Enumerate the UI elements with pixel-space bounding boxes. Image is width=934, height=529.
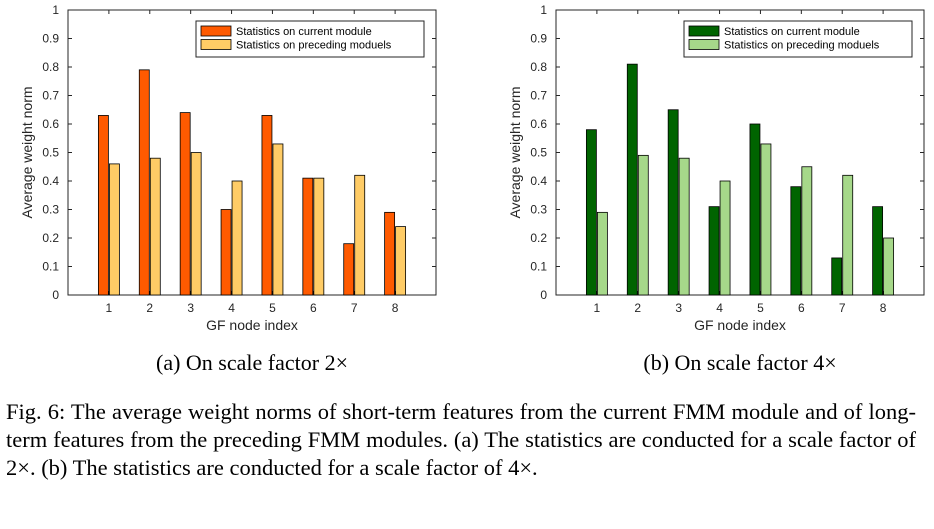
subcaption: (b) On scale factor 4× — [643, 350, 836, 375]
x-tick-label: 2 — [146, 301, 153, 315]
y-tick-label: 0.8 — [530, 60, 547, 74]
y-tick-label: 0.1 — [42, 260, 59, 274]
x-tick-label: 5 — [757, 301, 764, 315]
x-tick-label: 8 — [880, 301, 887, 315]
bar-preceding-4 — [231, 180, 243, 296]
bar-preceding-4 — [719, 180, 731, 296]
x-tick-label: 6 — [798, 301, 805, 315]
legend-label: Statistics on preceding moduels — [724, 40, 880, 52]
y-axis-label: Average weight norm — [19, 86, 35, 218]
y-tick-label: 0.6 — [42, 117, 59, 131]
bar-preceding-6 — [313, 177, 325, 296]
y-tick-label: 0.4 — [42, 174, 59, 188]
bar-preceding-8 — [883, 237, 895, 296]
chart-b: 0 0.1 0.2 0.3 0.4 0.5 0.6 0.7 0.8 0.9 1 1 2 3 4 5 6 7 8 GF … — [507, 3, 925, 375]
bar-preceding-5 — [760, 143, 772, 296]
bar-current-1 — [97, 115, 109, 296]
bar-current-3 — [179, 112, 191, 296]
legend-swatch — [688, 39, 720, 50]
bar-preceding-1 — [108, 163, 120, 296]
y-tick-label: 1 — [540, 3, 547, 17]
x-tick-label: 5 — [269, 301, 276, 315]
y-tick-label: 0.7 — [42, 89, 59, 103]
bar-current-4 — [220, 209, 232, 296]
x-axis-label: GF node index — [694, 317, 786, 333]
y-tick-label: 0.6 — [530, 117, 547, 131]
bar-current-2 — [138, 69, 150, 296]
legend-label: Statistics on current module — [236, 26, 372, 38]
y-tick-label: 0.9 — [530, 32, 547, 46]
legend-box — [195, 20, 425, 58]
bar-preceding-6 — [801, 166, 813, 296]
x-tick-label: 8 — [392, 301, 399, 315]
bar-current-6 — [302, 177, 314, 296]
bar-preceding-2 — [637, 154, 649, 296]
bar-current-3 — [667, 109, 679, 296]
figure-charts: 0 0.1 0.2 0.3 0.4 0.5 0.6 0.7 0.8 0.9 1 1 2 3 4 5 6 7 8 GF … — [19, 3, 925, 375]
bar-current-8 — [872, 206, 884, 296]
legend: Statistics on current module Statistics o… — [683, 20, 913, 58]
y-tick-label: 0.5 — [42, 146, 59, 160]
y-tick-label: 0.8 — [42, 60, 59, 74]
y-tick-label: 0.5 — [530, 146, 547, 160]
y-tick-label: 0.1 — [530, 260, 547, 274]
x-tick-label: 3 — [187, 301, 194, 315]
x-axis-label: GF node index — [206, 317, 298, 333]
bar-current-5 — [261, 115, 273, 296]
y-tick-label: 0 — [540, 288, 547, 302]
bar-current-8 — [384, 211, 396, 296]
bar-current-1 — [585, 129, 597, 296]
x-tick-label: 6 — [310, 301, 317, 315]
legend: Statistics on current module Statistics o… — [195, 20, 425, 58]
bar-preceding-8 — [395, 226, 407, 296]
legend-label: Statistics on current module — [724, 26, 860, 38]
legend-swatch — [200, 25, 232, 37]
bar-current-4 — [708, 206, 720, 296]
legend-box — [683, 20, 913, 58]
y-tick-label: 0.4 — [530, 174, 547, 188]
y-tick-label: 1 — [52, 3, 59, 17]
bar-preceding-3 — [190, 152, 202, 296]
bar-preceding-1 — [596, 211, 608, 296]
bar-current-5 — [749, 123, 761, 296]
legend-swatch — [688, 25, 720, 37]
bar-preceding-7 — [842, 174, 854, 296]
bar-current-7 — [343, 243, 355, 296]
y-tick-label: 0.9 — [42, 32, 59, 46]
bar-current-2 — [626, 63, 638, 296]
x-tick-label: 7 — [351, 301, 358, 315]
legend-swatch — [200, 39, 232, 50]
x-tick-label: 4 — [228, 301, 235, 315]
chart-a: 0 0.1 0.2 0.3 0.4 0.5 0.6 0.7 0.8 0.9 1 1 2 3 4 5 6 7 8 GF … — [19, 3, 437, 375]
bar-preceding-2 — [149, 157, 161, 296]
legend-label: Statistics on preceding moduels — [236, 40, 392, 52]
y-axis-label: Average weight norm — [507, 86, 523, 218]
y-tick-label: 0.3 — [42, 203, 59, 217]
x-tick-label: 4 — [716, 301, 723, 315]
bar-preceding-7 — [354, 174, 366, 296]
figure-caption: Fig. 6: The average weight norms of shor… — [6, 399, 916, 480]
y-tick-label: 0 — [52, 288, 59, 302]
x-tick-label: 7 — [839, 301, 846, 315]
bar-preceding-3 — [678, 157, 690, 296]
y-tick-label: 0.3 — [530, 203, 547, 217]
y-tick-label: 0.2 — [530, 231, 547, 245]
x-tick-label: 2 — [634, 301, 641, 315]
y-tick-label: 0.2 — [42, 231, 59, 245]
bar-preceding-5 — [272, 143, 284, 296]
bar-current-7 — [831, 257, 843, 296]
bar-current-6 — [790, 186, 802, 296]
y-tick-label: 0.7 — [530, 89, 547, 103]
subcaption: (a) On scale factor 2× — [156, 350, 348, 375]
x-tick-label: 1 — [106, 301, 113, 315]
x-tick-label: 1 — [594, 301, 601, 315]
x-tick-label: 3 — [675, 301, 682, 315]
